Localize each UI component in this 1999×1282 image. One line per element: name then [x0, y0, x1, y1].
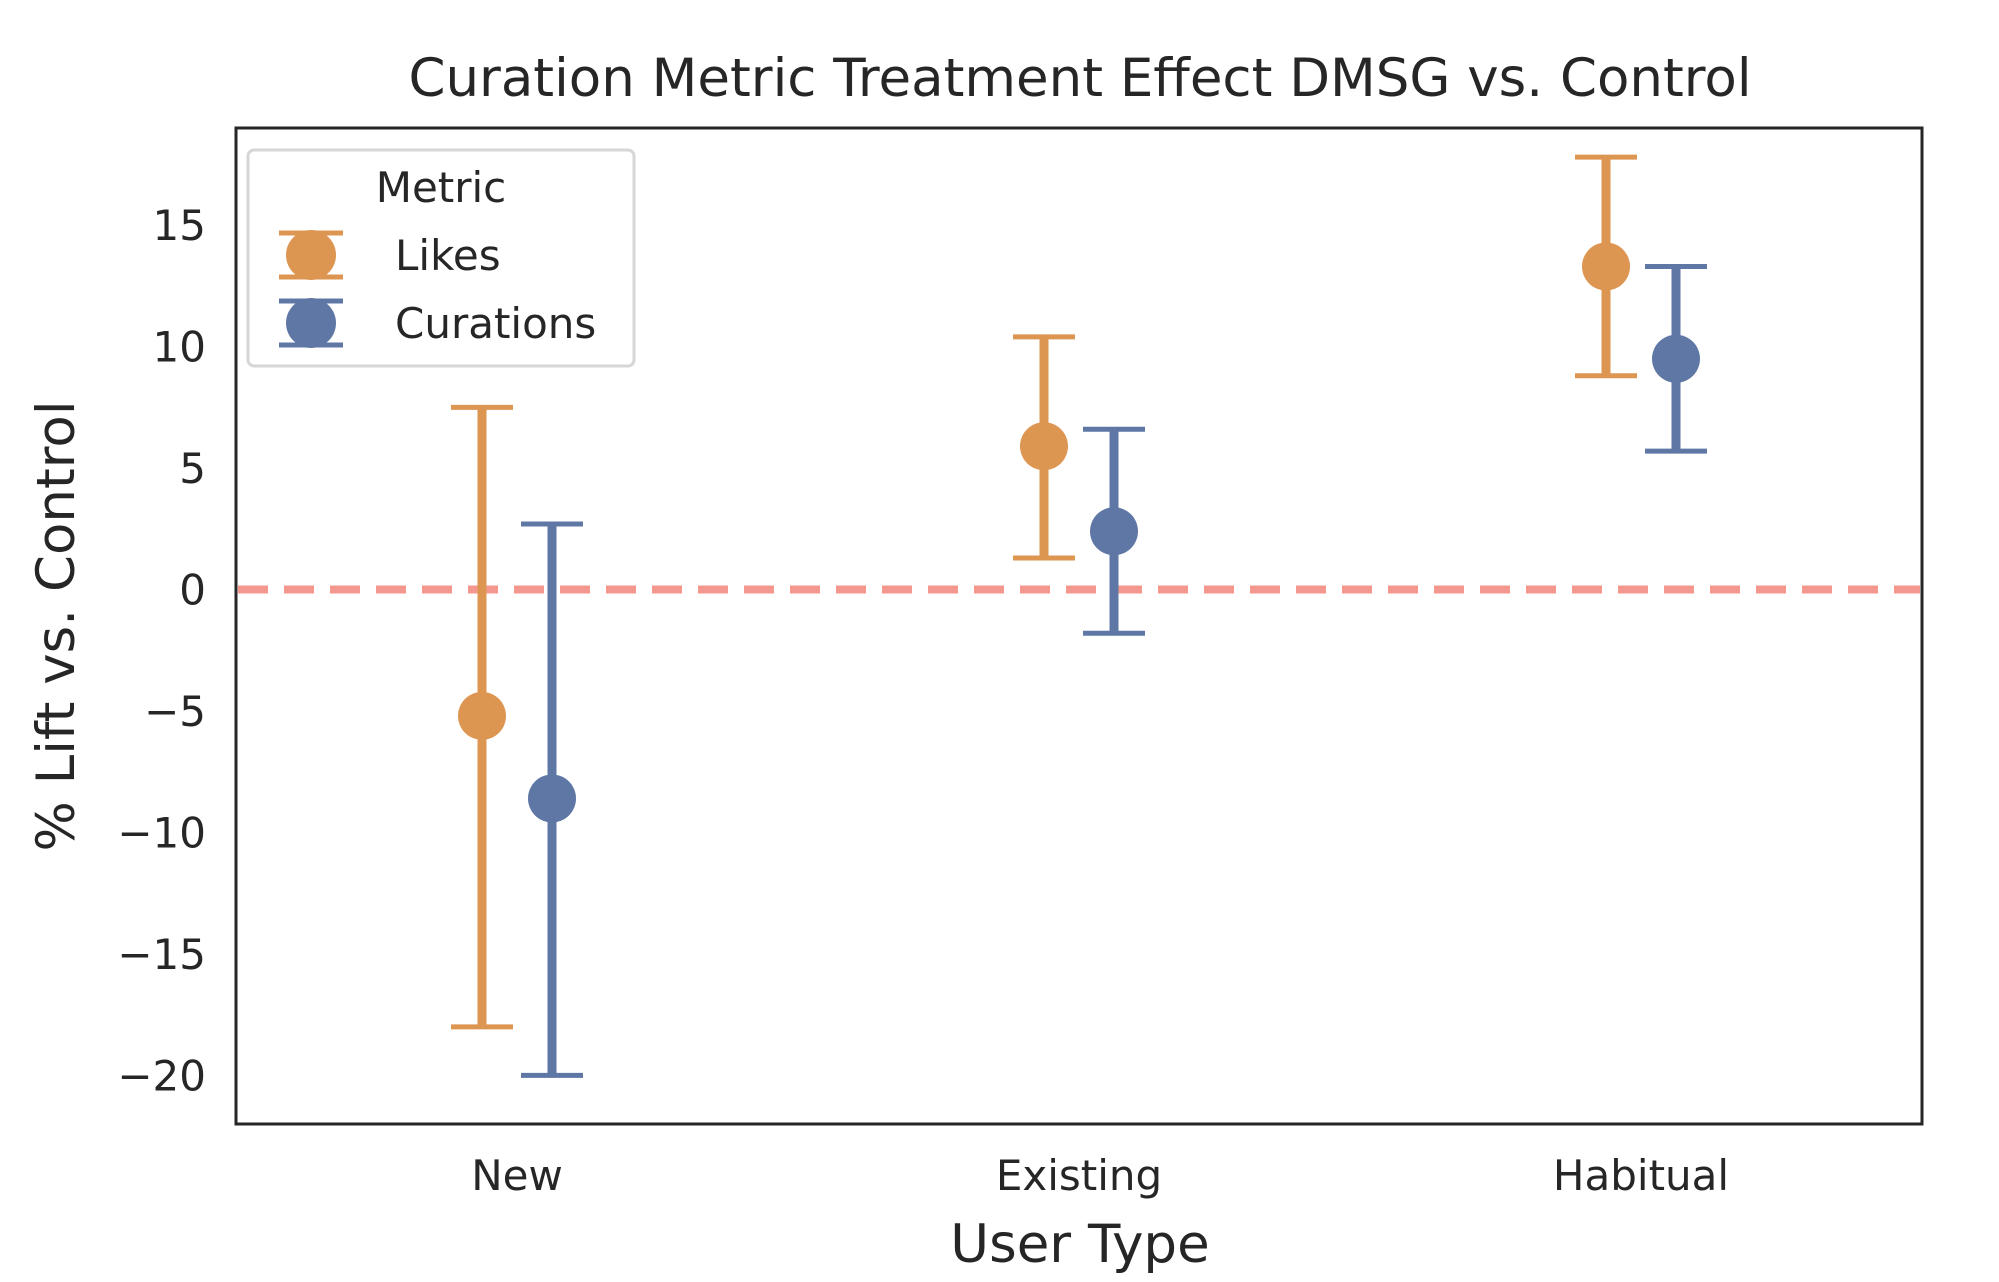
y-tick-label: 10: [153, 323, 206, 372]
y-tick-label: 0: [179, 566, 206, 615]
series-likes: [451, 154, 1637, 1030]
legend-marker-dot: [286, 230, 336, 280]
data-point: [458, 691, 506, 740]
data-point: [1652, 334, 1700, 383]
legend-box: [246, 148, 636, 368]
legend-item: Curations: [279, 298, 596, 348]
legend-title: Metric: [376, 163, 507, 212]
legend: Metric Likes Curations: [246, 148, 636, 368]
data-point: [528, 774, 576, 823]
plot-area: 15 10 5 0 −5 −10 −15 −20 New Existing Habitual Metr…: [117, 126, 1924, 1200]
x-tick-label: Habitual: [1553, 1151, 1729, 1200]
y-tick-label: −20: [117, 1051, 206, 1100]
chart-title: Curation Metric Treatment Effect DMSG vs…: [408, 48, 1751, 109]
data-point: [1582, 242, 1630, 291]
legend-label: Likes: [395, 231, 501, 280]
y-tick-label: −10: [117, 808, 206, 857]
legend-marker-dot: [286, 298, 336, 348]
y-tick-label: −15: [117, 930, 206, 979]
data-point: [1090, 507, 1138, 556]
y-tick-label: −5: [144, 687, 206, 736]
legend-label: Curations: [395, 299, 596, 348]
y-tick-label: 5: [179, 444, 206, 493]
x-axis-label: User Type: [950, 1214, 1209, 1275]
series-curations: [521, 263, 1707, 1078]
y-axis-label: % Lift vs. Control: [26, 400, 87, 851]
legend-item: Likes: [279, 230, 501, 280]
x-tick-label: New: [471, 1151, 563, 1200]
y-tick-label: 15: [153, 201, 206, 250]
x-tick-label: Existing: [996, 1151, 1162, 1200]
data-point: [1020, 422, 1068, 471]
